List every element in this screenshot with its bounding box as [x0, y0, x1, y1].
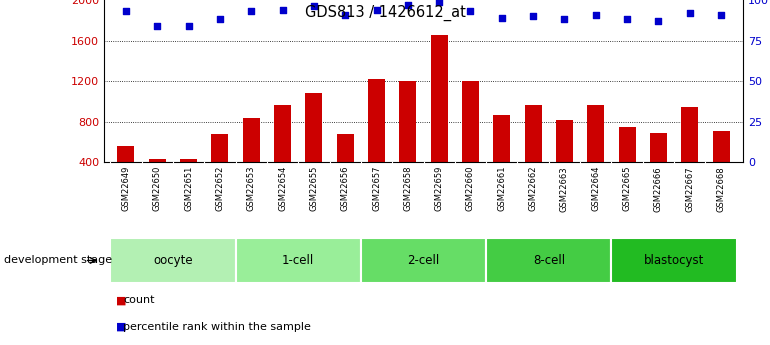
- Point: [276, 7, 289, 12]
- Point: [715, 12, 728, 17]
- Text: 1-cell: 1-cell: [282, 254, 314, 267]
- Point: [621, 17, 633, 22]
- Text: GSM22660: GSM22660: [466, 166, 475, 211]
- Text: GSM22652: GSM22652: [216, 166, 224, 211]
- Text: GSM22651: GSM22651: [184, 166, 193, 211]
- Bar: [117, 146, 135, 203]
- Text: count: count: [123, 296, 155, 305]
- Point: [308, 4, 320, 9]
- Point: [182, 23, 195, 29]
- Text: development stage: development stage: [4, 256, 112, 265]
- Bar: [430, 36, 448, 203]
- Bar: [368, 79, 385, 203]
- Text: GSM22655: GSM22655: [310, 166, 318, 211]
- Text: GSM22663: GSM22663: [560, 166, 569, 211]
- Text: oocyte: oocyte: [153, 254, 192, 267]
- Text: GSM22666: GSM22666: [654, 166, 663, 211]
- Text: GSM22657: GSM22657: [372, 166, 381, 211]
- Text: GSM22658: GSM22658: [403, 166, 413, 211]
- Bar: [556, 120, 573, 203]
- Text: 2-cell: 2-cell: [407, 254, 440, 267]
- Bar: [524, 105, 542, 203]
- Bar: [618, 127, 636, 203]
- Text: GSM22650: GSM22650: [152, 166, 162, 211]
- Bar: [361, 238, 486, 283]
- Bar: [274, 105, 291, 203]
- Text: GSM22649: GSM22649: [122, 166, 130, 211]
- Point: [245, 9, 257, 14]
- Bar: [588, 105, 604, 203]
- Point: [370, 7, 383, 12]
- Text: GSM22662: GSM22662: [529, 166, 537, 211]
- Bar: [305, 93, 323, 203]
- Point: [527, 13, 539, 19]
- Text: GSM22653: GSM22653: [246, 166, 256, 211]
- Point: [464, 9, 477, 14]
- Bar: [681, 107, 698, 203]
- Text: GSM22661: GSM22661: [497, 166, 507, 211]
- Text: GDS813 / 1426612_at: GDS813 / 1426612_at: [305, 5, 465, 21]
- Text: ■: ■: [116, 322, 126, 332]
- Point: [496, 15, 508, 21]
- Bar: [486, 238, 611, 283]
- Bar: [650, 133, 667, 203]
- Bar: [211, 134, 229, 203]
- Point: [151, 23, 163, 29]
- Text: GSM22654: GSM22654: [278, 166, 287, 211]
- Text: GSM22664: GSM22664: [591, 166, 601, 211]
- Bar: [149, 159, 166, 203]
- Text: GSM22667: GSM22667: [685, 166, 695, 211]
- Bar: [236, 238, 361, 283]
- Bar: [494, 115, 511, 203]
- Bar: [243, 118, 259, 203]
- Text: GSM22665: GSM22665: [623, 166, 631, 211]
- Bar: [712, 131, 730, 203]
- Point: [433, 0, 445, 4]
- Point: [339, 12, 351, 17]
- Text: percentile rank within the sample: percentile rank within the sample: [123, 322, 311, 332]
- Point: [558, 17, 571, 22]
- Text: GSM22659: GSM22659: [434, 166, 444, 211]
- Point: [684, 10, 696, 16]
- Bar: [611, 238, 737, 283]
- Point: [402, 2, 414, 8]
- Bar: [462, 81, 479, 203]
- Point: [590, 12, 602, 17]
- Bar: [336, 134, 353, 203]
- Bar: [399, 81, 417, 203]
- Text: blastocyst: blastocyst: [644, 254, 705, 267]
- Text: ■: ■: [116, 296, 126, 305]
- Point: [652, 18, 665, 24]
- Point: [119, 9, 132, 14]
- Bar: [110, 238, 236, 283]
- Text: 8-cell: 8-cell: [533, 254, 565, 267]
- Text: GSM22656: GSM22656: [340, 166, 350, 211]
- Bar: [180, 159, 197, 203]
- Text: GSM22668: GSM22668: [717, 166, 725, 211]
- Point: [214, 17, 226, 22]
